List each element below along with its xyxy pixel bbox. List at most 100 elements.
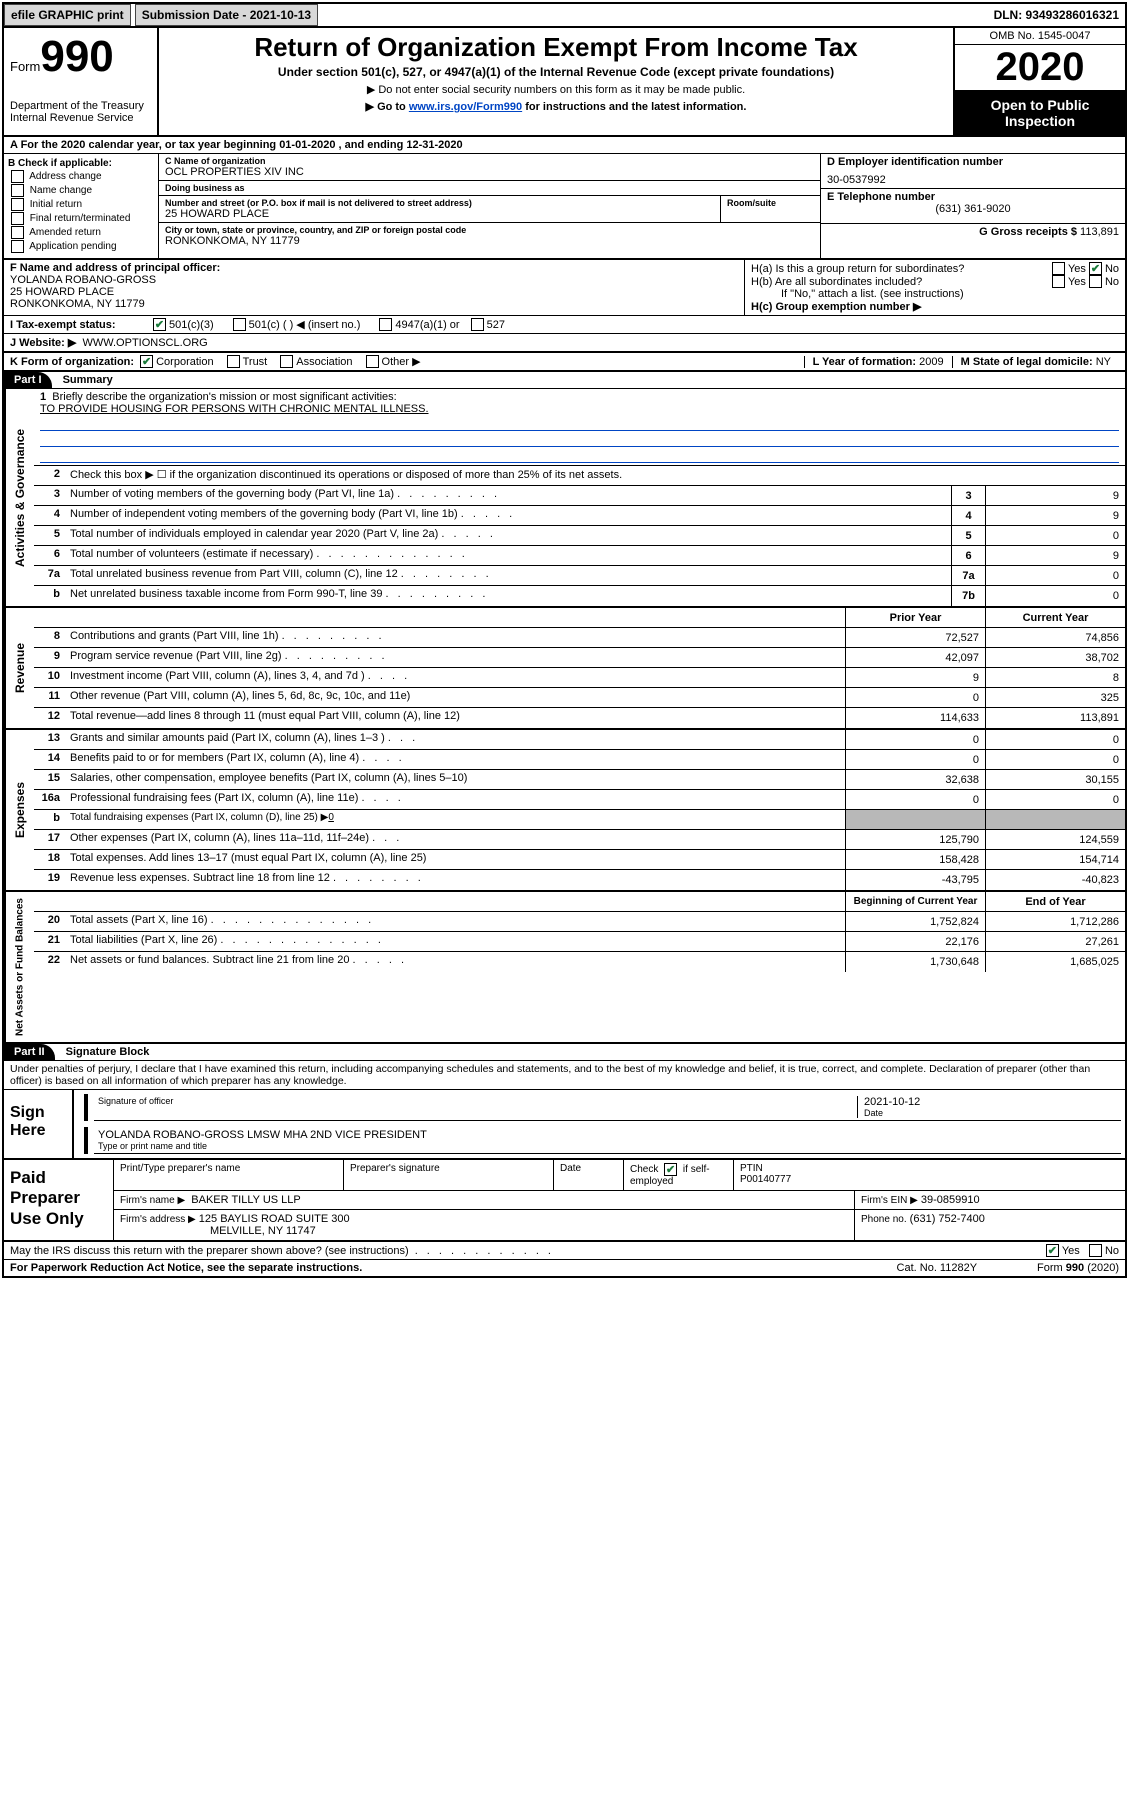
box-i: I Tax-exempt status: 501(c)(3) 501(c) ( … — [4, 316, 1125, 334]
discuss-yes-checkbox[interactable] — [1046, 1244, 1059, 1257]
ln16a-prior: 0 — [845, 790, 985, 809]
cb-4947[interactable] — [379, 318, 392, 331]
ein-value: 30-0537992 — [827, 174, 1119, 186]
ssn-note: ▶ Do not enter social security numbers o… — [165, 83, 947, 96]
ln16a-desc: Professional fundraising fees (Part IX, … — [66, 790, 845, 809]
part-ii-title: Signature Block — [66, 1046, 150, 1058]
tax-year: 2020 — [955, 45, 1125, 91]
goto-note: ▶ Go to www.irs.gov/Form990 for instruct… — [165, 100, 947, 113]
firm-phone: Phone no. (631) 752-7400 — [855, 1210, 1125, 1240]
ha-no-checkbox[interactable] — [1089, 262, 1102, 275]
form-title: Return of Organization Exempt From Incom… — [165, 32, 947, 63]
cb-initial-return[interactable]: Initial return — [8, 198, 154, 211]
box-b: B Check if applicable: Address change Na… — [4, 154, 159, 258]
no-label-2: No — [1105, 276, 1119, 288]
officer-city: RONKONKOMA, NY 11779 — [10, 298, 738, 310]
form-footer: For Paperwork Reduction Act Notice, see … — [4, 1260, 1125, 1276]
net-assets-section: Net Assets or Fund Balances Beginning of… — [4, 892, 1125, 1044]
officer-label: F Name and address of principal officer: — [10, 262, 738, 274]
ln5-num: 5 — [34, 526, 66, 545]
ln9-desc: Program service revenue (Part VIII, line… — [66, 648, 845, 667]
cb-corporation[interactable] — [140, 355, 153, 368]
prep-ptin: PTINP00140777 — [734, 1160, 1125, 1190]
room-label: Room/suite — [727, 198, 814, 208]
form-number: 990 — [40, 32, 113, 81]
submission-date-button[interactable]: Submission Date - 2021-10-13 — [135, 4, 318, 26]
mission-blank-3 — [40, 447, 1119, 463]
hb-yes-checkbox[interactable] — [1052, 275, 1065, 288]
opt-501c3: 501(c)(3) — [169, 319, 214, 331]
current-year-hdr: Current Year — [985, 608, 1125, 627]
ein-label: D Employer identification number — [827, 156, 1119, 168]
opt-trust: Trust — [243, 356, 268, 368]
ln4-num: 4 — [34, 506, 66, 525]
public-inspection: Open to Public Inspection — [955, 91, 1125, 135]
cb-527[interactable] — [471, 318, 484, 331]
cb-501c[interactable] — [233, 318, 246, 331]
cb-address-change[interactable]: Address change — [8, 170, 154, 183]
ln5-box: 5 — [951, 526, 985, 545]
yes-label-2: Yes — [1068, 276, 1086, 288]
ln14-desc: Benefits paid to or for members (Part IX… — [66, 750, 845, 769]
cb-final-return[interactable]: Final return/terminated — [8, 212, 154, 225]
ln17-desc: Other expenses (Part IX, column (A), lin… — [66, 830, 845, 849]
goto-post: for instructions and the latest informat… — [522, 101, 746, 113]
ln3-box: 3 — [951, 486, 985, 505]
ln16b-desc: Total fundraising expenses (Part IX, col… — [66, 810, 845, 829]
addr-label: Number and street (or P.O. box if mail i… — [165, 198, 714, 208]
ln7a-num: 7a — [34, 566, 66, 585]
cb-trust[interactable] — [227, 355, 240, 368]
paid-preparer-label: Paid Preparer Use Only — [4, 1160, 114, 1240]
box-klm: K Form of organization: Corporation Trus… — [4, 353, 1125, 372]
ln22-num: 22 — [34, 952, 66, 972]
cb-other[interactable] — [366, 355, 379, 368]
ln17-num: 17 — [34, 830, 66, 849]
ln13-current: 0 — [985, 730, 1125, 749]
cb-selfemployed[interactable] — [664, 1163, 677, 1176]
ln20-begin: 1,752,824 — [845, 912, 985, 931]
ln2-desc: Check this box ▶ ☐ if the organization d… — [66, 466, 1125, 485]
cb-501c3[interactable] — [153, 318, 166, 331]
line1-num: 1 — [40, 391, 46, 403]
ha-label: H(a) Is this a group return for subordin… — [751, 263, 1049, 275]
part-i-title: Summary — [63, 374, 113, 386]
ln5-val: 0 — [985, 526, 1125, 545]
ln19-desc: Revenue less expenses. Subtract line 18 … — [66, 870, 845, 890]
discuss-no-checkbox[interactable] — [1089, 1244, 1102, 1257]
city-label: City or town, state or province, country… — [165, 225, 814, 235]
part-ii-header: Part II Signature Block — [4, 1044, 1125, 1061]
ln5-desc: Total number of individuals employed in … — [66, 526, 951, 545]
form-footer-right: Form 990 (2020) — [1037, 1262, 1119, 1274]
ln11-num: 11 — [34, 688, 66, 707]
ln8-num: 8 — [34, 628, 66, 647]
section-bcdefg: B Check if applicable: Address change Na… — [4, 154, 1125, 260]
officer-sign-name: YOLANDA ROBANO-GROSS LMSW MHA 2ND VICE P… — [98, 1129, 1117, 1141]
ha-yes-checkbox[interactable] — [1052, 262, 1065, 275]
ln9-current: 38,702 — [985, 648, 1125, 667]
ln12-current: 113,891 — [985, 708, 1125, 728]
ln14-num: 14 — [34, 750, 66, 769]
box-b-title: B Check if applicable: — [8, 158, 154, 169]
hb-no-checkbox[interactable] — [1089, 275, 1102, 288]
discuss-yes-label: Yes — [1062, 1245, 1080, 1257]
ln7b-box: 7b — [951, 586, 985, 606]
mission-label: Briefly describe the organization's miss… — [52, 391, 396, 403]
mission-text: TO PROVIDE HOUSING FOR PERSONS WITH CHRO… — [40, 403, 1119, 415]
net-hdr-blank — [34, 892, 66, 911]
firm-name: Firm's name ▶ BAKER TILLY US LLP — [114, 1191, 855, 1209]
ln20-end: 1,712,286 — [985, 912, 1125, 931]
irs-form990-link[interactable]: www.irs.gov/Form990 — [409, 101, 522, 113]
ln18-desc: Total expenses. Add lines 13–17 (must eq… — [66, 850, 845, 869]
ln6-val: 9 — [985, 546, 1125, 565]
opt-501c: 501(c) ( ) ◀ (insert no.) — [249, 318, 361, 331]
efile-print-button[interactable]: efile GRAPHIC print — [4, 4, 131, 26]
paperwork-notice: For Paperwork Reduction Act Notice, see … — [10, 1262, 362, 1274]
cb-name-change[interactable]: Name change — [8, 184, 154, 197]
cb-app-pending[interactable]: Application pending — [8, 240, 154, 253]
discuss-no-label: No — [1105, 1245, 1119, 1257]
ln11-prior: 0 — [845, 688, 985, 707]
cb-amended[interactable]: Amended return — [8, 226, 154, 239]
header-left: Form990 Department of the Treasury Inter… — [4, 28, 159, 135]
cb-association[interactable] — [280, 355, 293, 368]
irs-discuss-row: May the IRS discuss this return with the… — [4, 1242, 1125, 1260]
